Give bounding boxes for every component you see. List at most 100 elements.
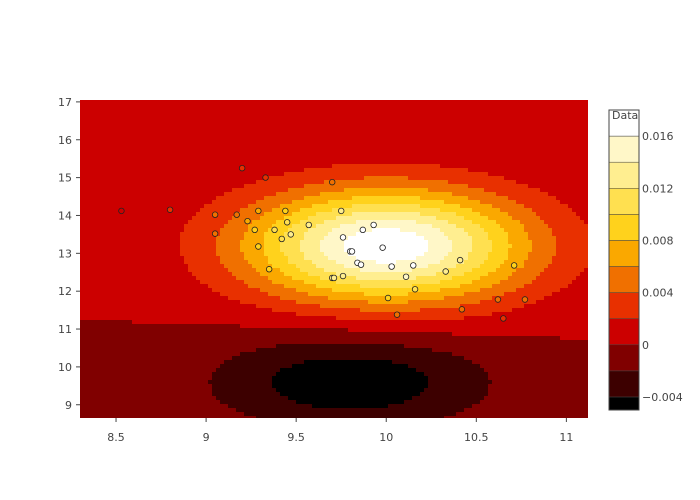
contour-cell: [316, 276, 321, 281]
contour-cell: [232, 344, 237, 349]
contour-cell: [104, 280, 109, 285]
contour-cell: [100, 200, 105, 205]
contour-cell: [252, 312, 257, 317]
contour-cell: [256, 232, 261, 237]
contour-cell: [260, 276, 265, 281]
contour-cell: [120, 360, 125, 365]
contour-cell: [100, 268, 105, 273]
contour-cell: [168, 340, 173, 345]
contour-cell: [88, 228, 93, 233]
contour-cell: [280, 180, 285, 185]
contour-cell: [140, 132, 145, 137]
contour-cell: [132, 296, 137, 301]
contour-cell: [196, 240, 201, 245]
contour-cell: [100, 252, 105, 257]
contour-cell: [240, 248, 245, 253]
contour-cell: [160, 300, 165, 305]
contour-cell: [172, 276, 177, 281]
contour-cell: [108, 164, 113, 169]
contour-cell: [88, 108, 93, 113]
contour-cell: [212, 336, 217, 341]
contour-cell: [176, 360, 181, 365]
contour-cell: [228, 164, 233, 169]
contour-cell: [324, 292, 329, 297]
contour-cell: [148, 332, 153, 337]
contour-cell: [92, 180, 97, 185]
contour-cell: [288, 200, 293, 205]
contour-cell: [164, 404, 169, 409]
contour-cell: [152, 304, 157, 309]
contour-cell: [264, 308, 269, 313]
contour-cell: [272, 160, 277, 165]
contour-cell: [252, 204, 257, 209]
contour-cell: [264, 256, 269, 261]
contour-cell: [204, 348, 209, 353]
contour-cell: [116, 252, 121, 257]
contour-cell: [220, 316, 225, 321]
contour-cell: [140, 252, 145, 257]
contour-cell: [188, 312, 193, 317]
contour-cell: [264, 384, 269, 389]
contour-cell: [228, 332, 233, 337]
contour-cell: [84, 368, 89, 373]
contour-cell: [184, 284, 189, 289]
contour-cell: [324, 400, 329, 405]
contour-cell: [200, 252, 205, 257]
contour-cell: [132, 380, 137, 385]
contour-cell: [312, 156, 317, 161]
contour-cell: [184, 404, 189, 409]
contour-cell: [128, 300, 133, 305]
contour-cell: [172, 128, 177, 133]
contour-cell: [232, 176, 237, 181]
contour-cell: [276, 400, 281, 405]
contour-cell: [196, 384, 201, 389]
contour-cell: [152, 184, 157, 189]
contour-cell: [152, 100, 157, 105]
contour-cell: [180, 312, 185, 317]
contour-cell: [148, 108, 153, 113]
contour-cell: [276, 176, 281, 181]
contour-cell: [304, 280, 309, 285]
contour-cell: [296, 408, 301, 413]
contour-cell: [180, 408, 185, 413]
contour-cell: [84, 336, 89, 341]
contour-cell: [120, 104, 125, 109]
contour-cell: [300, 264, 305, 269]
contour-cell: [284, 108, 289, 113]
contour-cell: [152, 124, 157, 129]
contour-cell: [256, 236, 261, 241]
contour-cell: [84, 352, 89, 357]
contour-cell: [112, 252, 117, 257]
contour-cell: [264, 124, 269, 129]
contour-cell: [236, 160, 241, 165]
contour-cell: [88, 400, 93, 405]
contour-cell: [152, 272, 157, 277]
contour-cell: [132, 320, 137, 325]
contour-cell: [108, 120, 113, 125]
contour-cell: [124, 224, 129, 229]
contour-cell: [320, 412, 325, 417]
contour-cell: [188, 140, 193, 145]
contour-cell: [304, 324, 309, 329]
contour-cell: [176, 308, 181, 313]
contour-cell: [120, 252, 125, 257]
contour-cell: [96, 412, 101, 417]
contour-cell: [188, 196, 193, 201]
contour-cell: [320, 416, 325, 418]
contour-cell: [144, 100, 149, 105]
contour-cell: [148, 220, 153, 225]
contour-cell: [124, 352, 129, 357]
contour-cell: [280, 336, 285, 341]
contour-cell: [84, 332, 89, 337]
contour-cell: [88, 152, 93, 157]
contour-cell: [220, 276, 225, 281]
contour-cell: [168, 160, 173, 165]
contour-cell: [80, 392, 85, 397]
contour-cell: [308, 356, 313, 361]
contour-cell: [308, 236, 313, 241]
contour-cell: [112, 288, 117, 293]
contour-cell: [152, 140, 157, 145]
contour-cell: [260, 120, 265, 125]
contour-cell: [92, 232, 97, 237]
contour-cell: [288, 380, 293, 385]
